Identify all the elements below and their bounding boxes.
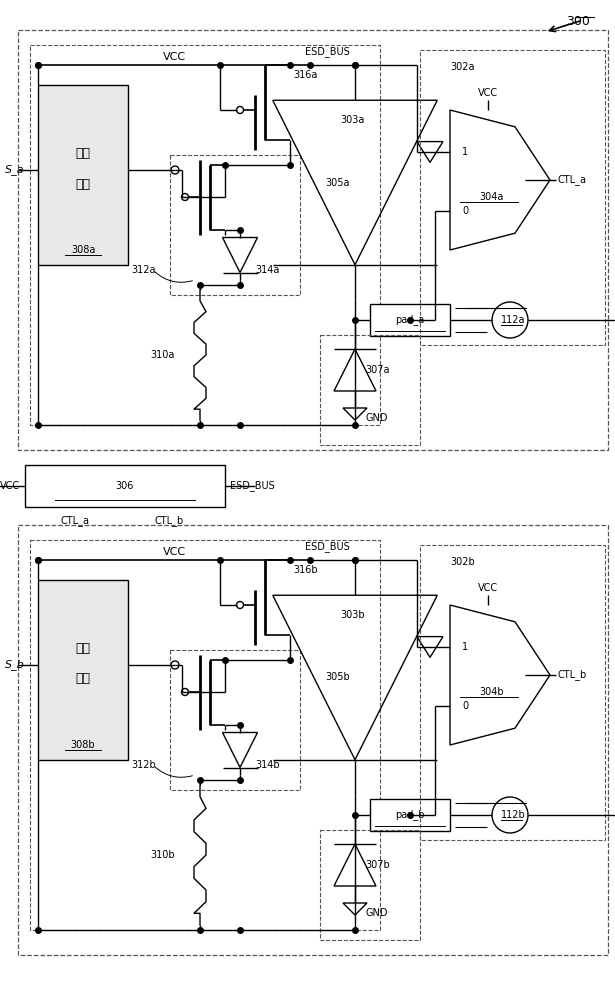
Text: 303b: 303b — [340, 610, 365, 620]
Text: CTL_b: CTL_b — [154, 515, 184, 526]
Text: 控制: 控制 — [76, 147, 90, 160]
Text: 308b: 308b — [71, 740, 95, 750]
Text: 0: 0 — [462, 206, 468, 216]
Text: 304b: 304b — [480, 687, 504, 697]
Text: 112a: 112a — [501, 315, 525, 325]
Text: 1: 1 — [462, 642, 468, 652]
Text: ESD_BUS: ESD_BUS — [230, 481, 275, 491]
Text: 305b: 305b — [325, 672, 350, 682]
Bar — [38, 85, 128, 265]
Text: VCC: VCC — [162, 52, 186, 62]
Bar — [420, 50, 605, 345]
Bar — [320, 335, 420, 445]
Bar — [18, 30, 608, 450]
Bar — [25, 465, 225, 507]
Text: 303a: 303a — [340, 115, 364, 125]
Text: 302b: 302b — [450, 557, 475, 567]
Text: VCC: VCC — [0, 481, 20, 491]
Text: ESD_BUS: ESD_BUS — [305, 541, 350, 552]
Text: pad_a: pad_a — [395, 315, 424, 325]
Text: 112b: 112b — [501, 810, 525, 820]
Text: VCC: VCC — [478, 583, 498, 593]
Bar — [320, 830, 420, 940]
Text: S_b: S_b — [5, 660, 25, 670]
Text: 310a: 310a — [151, 350, 175, 360]
Text: CTL_b: CTL_b — [558, 670, 587, 680]
Text: GND: GND — [365, 413, 387, 423]
Text: 302a: 302a — [450, 62, 475, 72]
Text: 312a: 312a — [131, 265, 156, 275]
Text: 305a: 305a — [325, 178, 350, 188]
Text: VCC: VCC — [478, 88, 498, 98]
Text: S_a: S_a — [5, 165, 25, 175]
Text: CTL_a: CTL_a — [60, 515, 90, 526]
Text: 电路: 电路 — [76, 672, 90, 686]
Text: 电路: 电路 — [76, 178, 90, 190]
Text: 控制: 控制 — [76, 642, 90, 655]
Text: 316b: 316b — [293, 565, 317, 575]
Text: 310b: 310b — [151, 850, 175, 860]
Bar — [170, 650, 300, 790]
Bar — [18, 525, 608, 955]
Text: 1: 1 — [462, 147, 468, 157]
Text: CTL_a: CTL_a — [558, 175, 587, 185]
Text: 312b: 312b — [131, 760, 156, 770]
Text: 307a: 307a — [365, 365, 389, 375]
Text: 316a: 316a — [293, 70, 317, 80]
Bar — [38, 580, 128, 760]
Text: 307b: 307b — [365, 860, 390, 870]
Bar — [370, 799, 450, 831]
Bar — [30, 540, 380, 930]
Text: ESD_BUS: ESD_BUS — [305, 46, 350, 57]
Bar — [420, 545, 605, 840]
Bar — [370, 304, 450, 336]
Text: 0: 0 — [462, 701, 468, 711]
Text: pad_b: pad_b — [395, 810, 425, 820]
Text: 314a: 314a — [255, 265, 279, 275]
Text: 308a: 308a — [71, 245, 95, 255]
Text: VCC: VCC — [162, 547, 186, 557]
Text: 314b: 314b — [255, 760, 280, 770]
Text: 300: 300 — [566, 15, 590, 28]
Bar — [30, 45, 380, 425]
Text: 304a: 304a — [480, 192, 504, 202]
Bar — [170, 155, 300, 295]
Text: GND: GND — [365, 908, 387, 918]
Text: 306: 306 — [116, 481, 134, 491]
